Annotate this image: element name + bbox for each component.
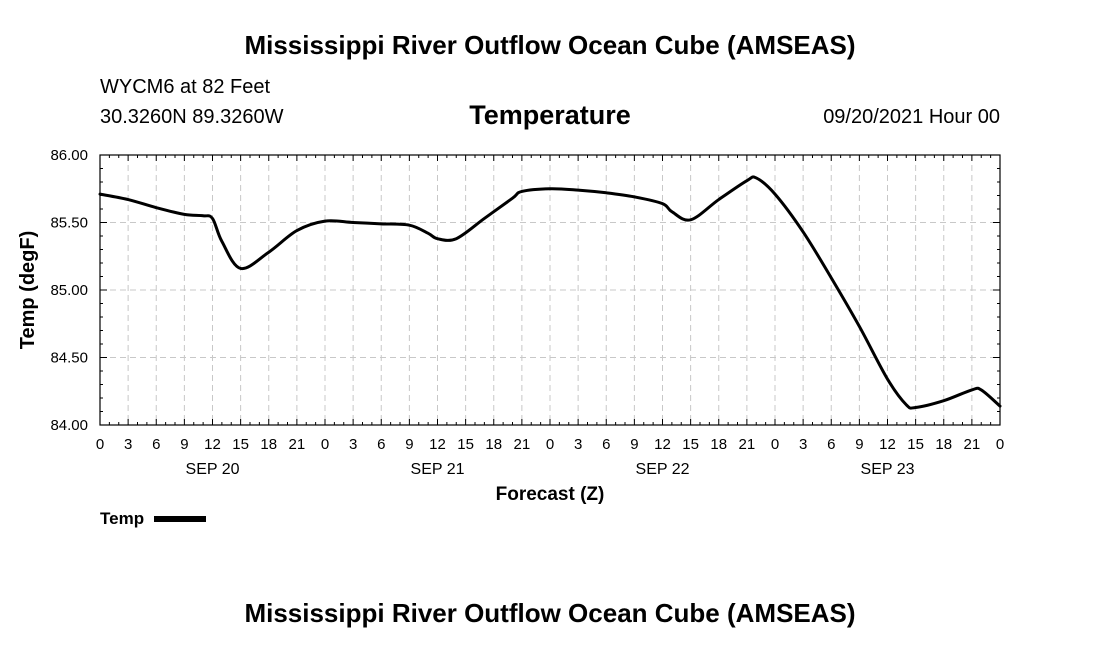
legend-swatch: [154, 516, 207, 522]
day-label: SEP 21: [411, 461, 465, 478]
y-tick-label: 85.00: [50, 282, 88, 299]
chart-title: Mississippi River Outflow Ocean Cube (AM…: [244, 30, 856, 60]
x-tick-label: 15: [682, 436, 699, 453]
x-tick-label: 18: [710, 436, 727, 453]
x-tick-label: 3: [124, 436, 132, 453]
day-label: SEP 20: [186, 461, 240, 478]
station-label: WYCM6 at 82 Feet: [100, 76, 271, 98]
day-label: SEP 22: [636, 461, 690, 478]
x-tick-label: 0: [321, 436, 329, 453]
forecast-run-label: 09/20/2021 Hour 00: [823, 106, 1000, 128]
x-tick-label: 18: [260, 436, 277, 453]
x-tick-label: 6: [602, 436, 610, 453]
tick-labels: 0 3 6 9 12 15 18 21 0 3 6 9 12 15 18 21 0 3 6 9 12 15 18 21 0 3 6 9…: [50, 147, 1004, 478]
coordinates-label: 30.3260N 89.3260W: [100, 106, 284, 128]
day-label: SEP 23: [861, 461, 915, 478]
legend: Temp: [100, 509, 207, 529]
x-tick-label: 15: [907, 436, 924, 453]
footer-title: Mississippi River Outflow Ocean Cube (AM…: [244, 598, 856, 628]
x-tick-label: 0: [546, 436, 554, 453]
x-tick-label: 15: [457, 436, 474, 453]
x-tick-label: 9: [405, 436, 413, 453]
x-tick-label: 9: [180, 436, 188, 453]
variable-title: Temperature: [469, 100, 631, 130]
y-tick-label: 84.50: [50, 350, 88, 367]
y-tick-label: 84.00: [50, 417, 88, 434]
x-tick-label: 0: [771, 436, 779, 453]
x-tick-label: 3: [349, 436, 357, 453]
x-axis-label: Forecast (Z): [496, 484, 605, 505]
x-tick-label: 6: [827, 436, 835, 453]
x-tick-label: 12: [429, 436, 446, 453]
x-tick-label: 12: [654, 436, 671, 453]
series: [98, 175, 1002, 410]
x-tick-label: 18: [485, 436, 502, 453]
x-tick-label: 9: [855, 436, 863, 453]
y-axis-label: Temp (degF): [17, 231, 39, 350]
x-tick-label: 18: [935, 436, 952, 453]
x-tick-label: 12: [879, 436, 896, 453]
x-tick-label: 21: [289, 436, 306, 453]
y-tick-label: 85.50: [50, 215, 88, 232]
x-tick-label: 3: [799, 436, 807, 453]
grid: [100, 155, 1000, 425]
temp-series-line: [98, 175, 1002, 410]
x-tick-label: 21: [514, 436, 531, 453]
ticks: [99, 154, 1001, 426]
x-tick-label: 0: [996, 436, 1004, 453]
x-tick-label: 6: [377, 436, 385, 453]
x-tick-label: 0: [96, 436, 104, 453]
x-tick-label: 9: [630, 436, 638, 453]
x-tick-label: 21: [739, 436, 756, 453]
x-tick-label: 12: [204, 436, 221, 453]
x-tick-label: 21: [964, 436, 981, 453]
legend-label: Temp: [100, 509, 145, 528]
x-tick-label: 15: [232, 436, 249, 453]
x-tick-label: 6: [152, 436, 160, 453]
x-tick-label: 3: [574, 436, 582, 453]
y-tick-label: 86.00: [50, 147, 88, 164]
